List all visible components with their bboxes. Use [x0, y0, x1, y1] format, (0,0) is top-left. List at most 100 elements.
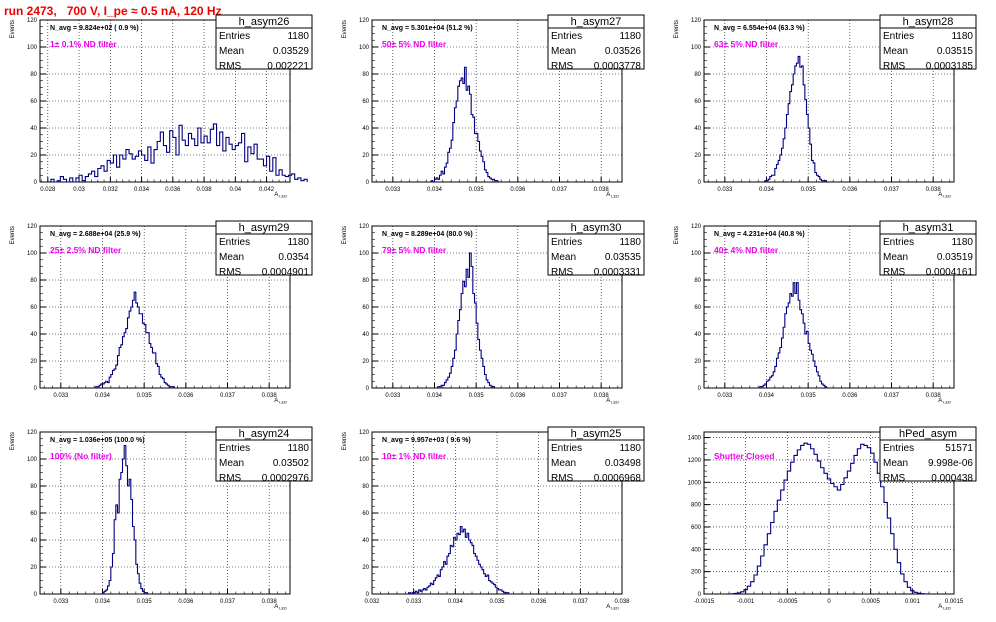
y-tick-label: 120 [27, 430, 38, 436]
y-tick-label: 80 [30, 484, 37, 490]
y-tick-label: 60 [30, 305, 37, 311]
filter-label: 79± 5% ND filter [382, 245, 447, 255]
x-tick-label: 0.035 [469, 393, 485, 399]
x-tick-label: 0.034 [427, 187, 443, 193]
stats-label: RMS [883, 473, 906, 484]
x-tick-label: 0.038 [262, 393, 278, 399]
histogram-panel-h_asym24: 0.033 0.034 0.035 0.036 0.037 0.038 0 20 40 60 80 1… [10, 426, 313, 611]
y-axis-label: Events [674, 20, 680, 38]
x-tick-label: 0.036 [531, 599, 547, 605]
y-tick-label: 60 [694, 305, 701, 311]
stats-value: 0.0354 [278, 252, 309, 263]
stats-value: 0.002221 [267, 61, 309, 72]
y-tick-label: 80 [694, 278, 701, 284]
x-tick-label: -0.0015 [694, 599, 715, 605]
stats-box [215, 220, 313, 276]
x-tick-label: 0.036 [842, 187, 858, 193]
x-tick-label: 0.038 [594, 187, 610, 193]
x-axis-label: ALED [274, 398, 287, 405]
stats-value: 0.0003331 [594, 267, 642, 278]
stats-title: h_asym31 [903, 222, 954, 234]
y-tick-label: 600 [691, 525, 702, 531]
y-tick-label: 800 [691, 503, 702, 509]
filter-label: 63± 5% ND filter [714, 39, 779, 49]
x-tick-label: 0.038 [926, 187, 942, 193]
y-tick-label: 20 [30, 359, 37, 365]
y-tick-label: 60 [30, 511, 37, 517]
histogram-panel-h_asym29: 0.033 0.034 0.035 0.036 0.037 0.038 0 20 40 60 80 1… [10, 220, 313, 405]
stats-title: h_asym28 [903, 16, 954, 28]
stats-box [215, 426, 313, 482]
navg-label: N_avg = 6.554e+04 (63.3 %) [714, 25, 805, 32]
histogram-panel-hPed_asym: -0.0015 -0.001 -0.0005 0 0.0005 0.001 0.0015 0 2… [688, 426, 977, 611]
x-axis-label: ALED [938, 398, 951, 405]
x-tick-label: 0.035 [801, 187, 817, 193]
x-tick-label: 0.037 [884, 393, 900, 399]
stats-value: 1180 [287, 237, 309, 248]
y-axis-label: Events [342, 226, 348, 244]
stats-value: 0.000438 [931, 473, 973, 484]
x-tick-label: 0.001 [905, 599, 921, 605]
y-axis-label: Events [10, 20, 16, 38]
stats-value: 0.03498 [605, 458, 642, 469]
x-tick-label: 0.034 [134, 187, 150, 193]
y-tick-label: 40 [30, 126, 37, 132]
x-tick-label: 0.033 [53, 393, 69, 399]
stats-value: 0.0006968 [594, 473, 642, 484]
x-tick-label: -0.001 [737, 599, 755, 605]
stats-value: 0.03502 [273, 458, 310, 469]
histogram-series-h_asym24 [101, 444, 149, 594]
stats-box [879, 220, 977, 276]
y-tick-label: 120 [359, 224, 370, 230]
x-tick-label: 0.038 [594, 393, 610, 399]
histogram-panel-h_asym30: 0.033 0.034 0.035 0.036 0.037 0.038 0 20 40 60 80 1… [342, 220, 645, 405]
x-tick-label: 0.035 [801, 393, 817, 399]
stats-label: Entries [551, 443, 582, 454]
y-tick-label: 60 [362, 305, 369, 311]
x-axis-label: ALED [274, 192, 287, 199]
x-tick-label: 0.036 [510, 393, 526, 399]
y-tick-label: 100 [359, 45, 370, 51]
x-tick-label: 0.034 [759, 187, 775, 193]
x-tick-label: 0.035 [469, 187, 485, 193]
y-tick-label: 20 [694, 359, 701, 365]
y-tick-label: 40 [30, 538, 37, 544]
x-tick-label: 0.033 [406, 599, 422, 605]
y-tick-label: 1200 [688, 458, 702, 464]
x-tick-label: 0.034 [448, 599, 464, 605]
x-tick-label: 0.036 [842, 393, 858, 399]
stats-label: Entries [551, 31, 582, 42]
y-tick-label: 40 [362, 126, 369, 132]
y-axis-label: Events [342, 20, 348, 38]
y-tick-label: 60 [30, 99, 37, 105]
y-tick-label: 80 [30, 278, 37, 284]
x-axis-label: ALED [606, 192, 619, 199]
y-tick-label: 200 [691, 570, 702, 576]
x-tick-label: 0.036 [510, 187, 526, 193]
x-tick-label: 0.034 [759, 393, 775, 399]
stats-label: Mean [219, 46, 244, 57]
x-tick-label: 0.037 [552, 187, 568, 193]
y-tick-label: 0 [698, 386, 702, 392]
x-tick-label: 0.035 [137, 599, 153, 605]
y-tick-label: 120 [691, 18, 702, 24]
stats-value: 1180 [619, 443, 641, 454]
stats-value: 1180 [619, 31, 641, 42]
filter-label: 1± 0.1% ND filter [50, 39, 117, 49]
stats-label: Entries [219, 237, 250, 248]
stats-label: Mean [883, 252, 908, 263]
x-tick-label: 0.028 [40, 187, 56, 193]
histogram-panel-h_asym26: 0.028 0.03 0.032 0.034 0.036 0.038 0.04 0.042 0 2… [10, 14, 313, 199]
filter-label: 40± 4% ND filter [714, 245, 779, 255]
stats-title: h_asym26 [239, 16, 290, 28]
x-tick-label: 0.034 [427, 393, 443, 399]
y-tick-label: 0 [698, 592, 702, 598]
stats-value: 1180 [951, 237, 973, 248]
stats-label: Mean [219, 252, 244, 263]
stats-value: 0.03526 [605, 46, 642, 57]
histogram-series-h_asym27 [430, 66, 499, 183]
x-tick-label: 0.0015 [945, 599, 964, 605]
y-axis-label: Events [10, 226, 16, 244]
stats-label: RMS [551, 61, 574, 72]
x-tick-label: 0.034 [95, 393, 111, 399]
